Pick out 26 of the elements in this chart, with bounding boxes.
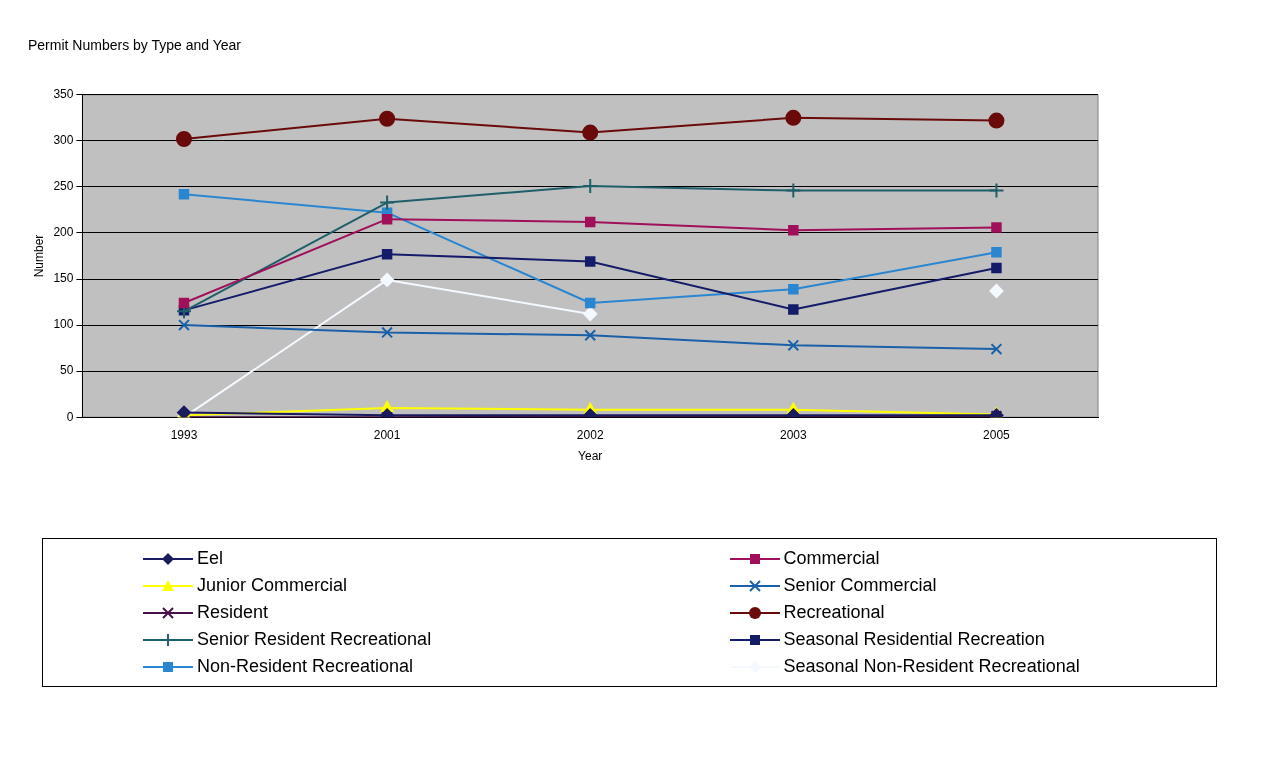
legend-label: Non-Resident Recreational [197, 656, 414, 677]
legend-label: Junior Commercial [197, 575, 348, 596]
legend-label: Senior Resident Recreational [197, 629, 432, 650]
legend-label: Recreational [783, 602, 885, 623]
y-tick-label: 200 [53, 225, 74, 240]
legend-label: Seasonal Residential Recreation [783, 629, 1045, 650]
y-tick-label: 250 [53, 179, 74, 194]
y-tick-label: 350 [53, 87, 74, 102]
x-tick-label: 2005 [983, 427, 1011, 442]
legend-label: Eel [197, 548, 224, 569]
x-axis-title: Year [578, 449, 603, 464]
y-axis-title: Number [31, 234, 46, 278]
x-tick-label: 2002 [576, 427, 604, 442]
legend-label: Senior Commercial [783, 575, 937, 596]
y-tick-label: 100 [53, 317, 74, 332]
chart-title: Permit Numbers by Type and Year [28, 37, 242, 54]
x-tick-label: 2003 [779, 427, 807, 442]
y-tick-label: 50 [60, 363, 74, 378]
legend-label: Commercial [783, 548, 880, 569]
y-tick-label: 0 [66, 409, 74, 424]
x-tick-label: 2001 [373, 427, 401, 442]
y-tick-label: 150 [53, 271, 74, 286]
y-tick-label: 300 [53, 133, 74, 148]
x-tick-label: 1993 [170, 427, 198, 442]
legend-label: Seasonal Non-Resident Recreational [783, 656, 1080, 677]
legend-label: Resident [197, 602, 269, 623]
